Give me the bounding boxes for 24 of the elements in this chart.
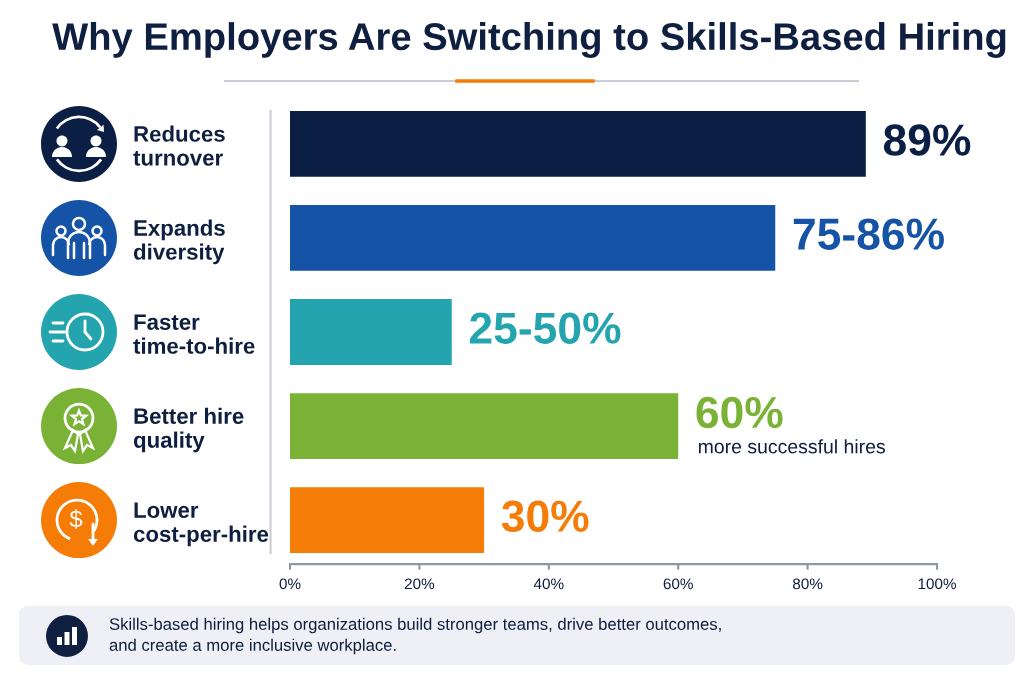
data-label: 75-86% (793, 218, 944, 250)
x-tick-label: 20% (404, 578, 435, 590)
data-label: 89% (883, 124, 971, 156)
y-tick-label: Faster time-to-hire (133, 314, 255, 354)
y-tick-label: Better hire quality (133, 407, 244, 453)
y-tick-label: Reduces turnover (133, 125, 225, 166)
x-tick-label: 0% (279, 578, 301, 590)
annotation: more successful hires (698, 439, 885, 454)
data-label: 25-50% (469, 312, 621, 344)
x-tick-label: 60% (663, 578, 693, 590)
text: Skills-based hiring helps organizations build stronger teams, drive better outcomes, and create a more inclusive workplace. (109, 617, 721, 655)
bar (290, 487, 485, 553)
bar (290, 299, 452, 365)
y-tick-label: Expands diversity (133, 219, 225, 265)
chart-title: Why Employers Are Switching to Skills-Based Hiring (52, 22, 1006, 58)
x-tick-label: 40% (533, 578, 564, 590)
bar (290, 111, 866, 177)
x-tick-label: 100% (918, 578, 956, 590)
data-label: 60% (696, 396, 783, 429)
bar (290, 393, 679, 459)
bar (290, 205, 776, 271)
y-tick-label: Lower cost-per-hire (133, 502, 269, 547)
data-label: 30% (501, 500, 589, 533)
x-tick-label: 80% (792, 578, 823, 590)
